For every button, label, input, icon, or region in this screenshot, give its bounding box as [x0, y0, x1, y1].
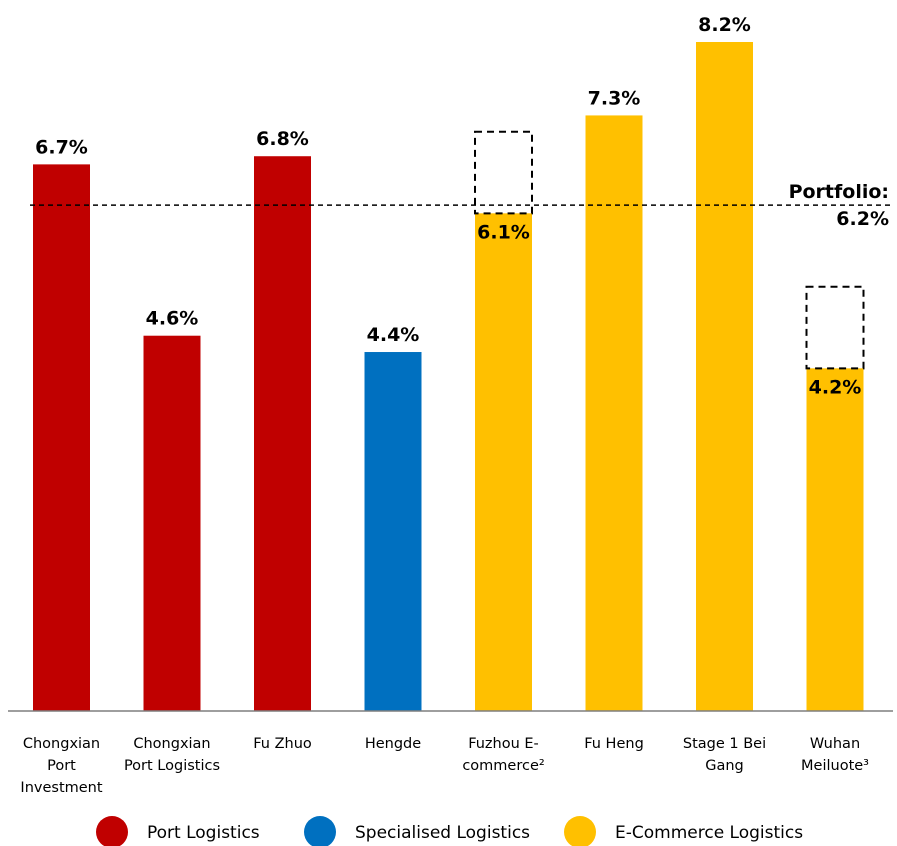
x-tick-labels-layer: Chongxian Port Investment Chongxian Port Log…: [20, 736, 869, 796]
legend-label-port-logistics: Port Logistics: [147, 823, 260, 843]
dashed-extensions-layer: [474, 130, 865, 370]
data-labels-layer: 6.7% 4.6% 6.8% 4.4% 6.1% 7.3% 8.2% 4.2%: [35, 14, 861, 398]
data-label-fu-heng: 7.3%: [588, 87, 641, 109]
portfolio-label: Portfolio:: [789, 181, 889, 203]
data-label-chongxian-port-investment: 6.7%: [35, 136, 88, 158]
bar-fu-zhuo: [254, 156, 311, 712]
bar-fu-heng: [585, 115, 643, 712]
data-label-hengde: 4.4%: [367, 324, 420, 346]
portfolio-value-label: 6.2%: [836, 208, 889, 230]
x-tick-label-stage-1-bei-gang: Stage 1 Bei Gang: [683, 736, 766, 774]
data-label-fuzhou-e-commerce: 6.1%: [477, 221, 530, 243]
dashed-extension-fuzhou-e-commerce: [474, 130, 533, 215]
x-tick-label-chongxian-port-logistics: Chongxian Port Logistics: [124, 736, 220, 774]
bars-layer: [33, 42, 864, 712]
legend-label-specialised-logistics: Specialised Logistics: [355, 823, 530, 843]
legend-label-e-commerce-logistics: E-Commerce Logistics: [615, 823, 803, 843]
x-tick-label-chongxian-port-investment: Chongxian Port Investment: [20, 736, 102, 796]
legend-marker-specialised-logistics: [304, 816, 336, 846]
bar-chongxian-port-investment: [33, 164, 90, 711]
legend-marker-e-commerce-logistics: [564, 816, 596, 846]
x-tick-label-fu-heng: Fu Heng: [584, 736, 644, 752]
x-tick-label-hengde: Hengde: [365, 736, 421, 752]
data-label-fu-zhuo: 6.8%: [256, 128, 309, 150]
legend: Port Logistics Specialised Logistics E-Com…: [96, 816, 803, 846]
dashed-extension-wuhan-meiluote: [805, 285, 865, 370]
bar-fuzhou-e-commerce: [475, 213, 532, 711]
bar-hengde: [364, 352, 422, 711]
x-tick-label-fu-zhuo: Fu Zhuo: [253, 736, 312, 752]
bar-wuhan-meiluote: [806, 368, 864, 711]
bar-stage-1-bei-gang: [696, 42, 753, 711]
data-label-stage-1-bei-gang: 8.2%: [698, 14, 751, 36]
data-label-wuhan-meiluote: 4.2%: [809, 376, 862, 398]
data-label-chongxian-port-logistics: 4.6%: [146, 308, 199, 330]
x-tick-label-wuhan-meiluote: Wuhan Meiluote³: [801, 736, 869, 774]
x-tick-label-fuzhou-e-commerce: Fuzhou E-commerce²: [462, 736, 544, 774]
bar-chongxian-port-logistics: [143, 335, 201, 711]
legend-marker-port-logistics: [96, 816, 128, 846]
